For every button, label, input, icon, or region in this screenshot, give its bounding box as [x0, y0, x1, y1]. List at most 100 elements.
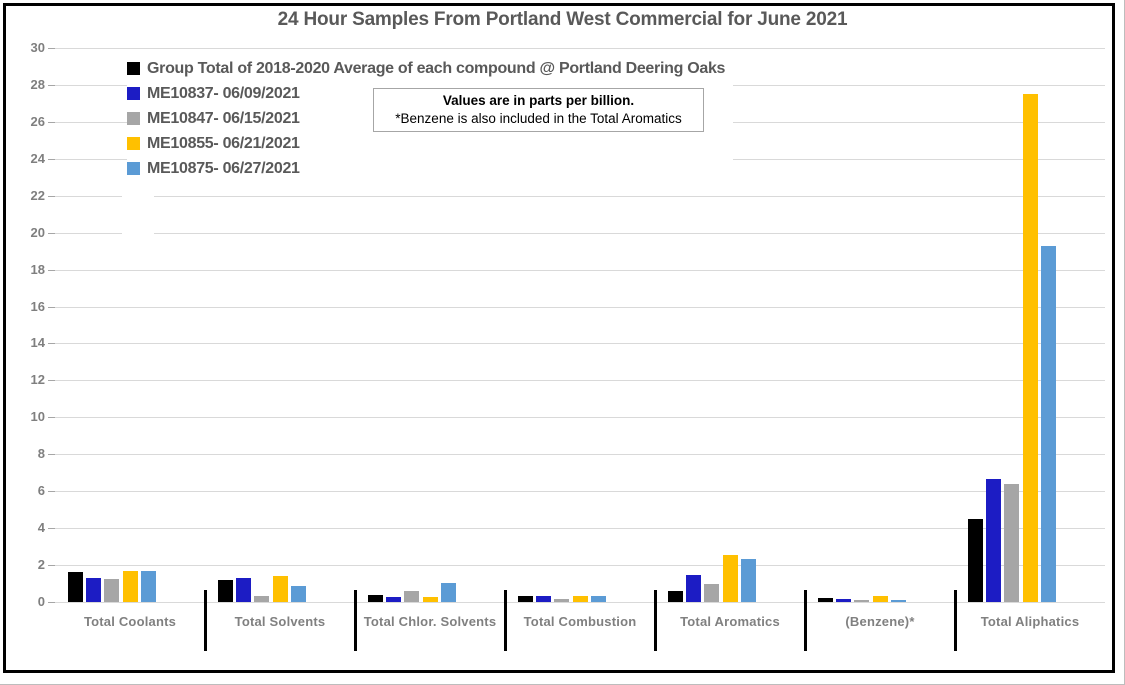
gridline — [55, 565, 1105, 566]
chart-title: 24 Hour Samples From Portland West Comme… — [277, 9, 848, 30]
category-separator — [504, 590, 507, 651]
y-axis-label: 16 — [30, 299, 45, 314]
legend-label: ME10855- 06/21/2021 — [147, 134, 300, 152]
y-axis-label: 22 — [30, 188, 45, 203]
bar — [704, 584, 719, 602]
bar — [591, 596, 606, 602]
y-axis-tick — [48, 196, 55, 197]
legend-swatch-icon — [127, 137, 140, 150]
bar — [986, 479, 1001, 602]
bar — [404, 591, 419, 602]
bar — [686, 575, 701, 602]
gridline — [55, 528, 1105, 529]
note-box: Values are in parts per billion. *Benzen… — [373, 88, 704, 132]
legend-swatch-icon — [127, 112, 140, 125]
y-axis-tick — [48, 343, 55, 344]
y-axis-label: 14 — [30, 335, 45, 350]
bar — [668, 591, 683, 602]
note-line-2: *Benzene is also included in the Total A… — [395, 111, 682, 126]
gridline — [55, 491, 1105, 492]
category-label: Total Aromatics — [680, 614, 780, 629]
y-axis-tick — [48, 602, 55, 603]
y-axis-label: 24 — [30, 151, 45, 166]
y-axis-label: 30 — [30, 40, 45, 55]
y-axis-label: 12 — [30, 372, 45, 387]
legend-item: ME10875- 06/27/2021 — [127, 156, 734, 181]
gridline — [55, 602, 1105, 603]
bar — [254, 596, 269, 602]
category-label: Total Combustion — [523, 614, 637, 629]
y-axis-tick — [48, 454, 55, 455]
gridline — [55, 417, 1105, 418]
bar — [891, 600, 906, 602]
y-axis-label: 6 — [37, 483, 45, 498]
y-axis-tick — [48, 122, 55, 123]
category-separator — [654, 590, 657, 651]
bar — [386, 597, 401, 602]
bar — [441, 583, 456, 602]
y-axis-tick — [48, 270, 55, 271]
bar — [741, 559, 756, 602]
category-separator — [954, 590, 957, 651]
category-label: Total Aliphatics — [980, 614, 1080, 629]
bar — [86, 578, 101, 602]
y-axis-label: 0 — [37, 594, 45, 609]
y-axis-label: 10 — [30, 409, 45, 424]
legend-label: ME10837- 06/09/2021 — [147, 84, 300, 102]
gridline — [55, 196, 1105, 197]
bar — [68, 572, 83, 602]
legend-swatch-icon — [127, 162, 140, 175]
bar — [573, 596, 588, 602]
y-axis-label: 20 — [30, 225, 45, 240]
legend-label: Group Total of 2018-2020 Average of each… — [147, 59, 726, 77]
y-axis-label: 28 — [30, 77, 45, 92]
gridline — [55, 307, 1105, 308]
bar — [141, 571, 156, 602]
bar — [518, 596, 533, 602]
gridline — [55, 270, 1105, 271]
bar — [723, 555, 738, 602]
bar — [123, 571, 138, 602]
y-axis-label: 18 — [30, 262, 45, 277]
y-axis-label: 4 — [37, 520, 45, 535]
category-separator — [204, 590, 207, 651]
gridline — [55, 454, 1105, 455]
y-axis-tick — [48, 85, 55, 86]
gridline — [55, 48, 1105, 49]
y-axis-tick — [48, 417, 55, 418]
bar — [818, 598, 833, 602]
note-line-1: Values are in parts per billion. — [442, 93, 635, 108]
bar — [218, 580, 233, 602]
bar — [273, 576, 288, 602]
y-axis-label: 26 — [30, 114, 45, 129]
bar — [968, 519, 983, 602]
y-axis-tick — [48, 491, 55, 492]
y-axis-tick — [48, 380, 55, 381]
bar — [836, 599, 851, 602]
bar — [423, 597, 438, 602]
legend-swatch-icon — [127, 87, 140, 100]
legend-label: ME10875- 06/27/2021 — [147, 159, 300, 177]
bar — [873, 596, 888, 602]
y-axis-tick — [48, 233, 55, 234]
bar — [854, 600, 869, 602]
gridline — [55, 343, 1105, 344]
y-axis-tick — [48, 528, 55, 529]
category-label: Total Chlor. Solvents — [363, 614, 497, 629]
category-separator — [804, 590, 807, 651]
bar — [1004, 484, 1019, 602]
y-axis-label: 8 — [37, 446, 45, 461]
bar — [554, 599, 569, 602]
category-label: (Benzene)* — [845, 614, 915, 629]
legend-item: ME10855- 06/21/2021 — [127, 131, 734, 156]
y-axis-tick — [48, 307, 55, 308]
legend-item: Group Total of 2018-2020 Average of each… — [127, 56, 734, 81]
gridline-gap-patch — [122, 183, 154, 245]
bar — [536, 596, 551, 602]
legend-swatch-icon — [127, 62, 140, 75]
y-axis-tick — [48, 565, 55, 566]
bar — [104, 579, 119, 602]
bar — [1041, 246, 1056, 602]
gridline — [55, 380, 1105, 381]
y-axis-tick — [48, 48, 55, 49]
